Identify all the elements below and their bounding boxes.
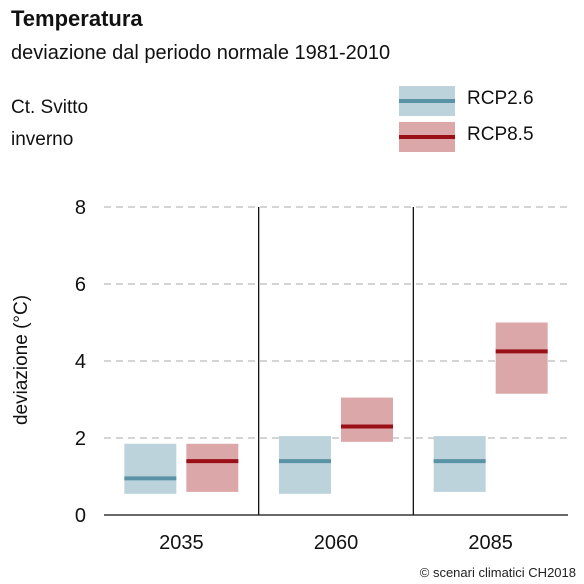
season-label: inverno: [11, 129, 74, 150]
y-tick-label: 0: [75, 505, 86, 527]
region-label: Ct. Svitto: [11, 97, 89, 118]
y-tick-label: 4: [75, 351, 86, 373]
range-box-rcp85-2085: [495, 322, 548, 394]
legend-swatch-rcp85: [399, 122, 455, 152]
credit-text: © scenari climatici CH2018: [419, 565, 576, 580]
x-tick-label: 2035: [159, 532, 204, 554]
location-info: Ct. Svitto inverno: [11, 92, 88, 156]
legend-swatch-rcp26: [399, 86, 455, 116]
y-tick-label: 6: [75, 274, 86, 296]
legend-label-rcp26: RCP2.6: [467, 88, 534, 109]
range-box-rcp26-2085: [433, 436, 486, 492]
x-tick-label: 2085: [468, 532, 513, 554]
y-tick-label: 2: [75, 428, 86, 450]
range-box-rcp85-2060: [341, 397, 393, 442]
legend-label-rcp85: RCP8.5: [467, 124, 534, 145]
x-tick-label: 2060: [314, 532, 359, 554]
range-box-rcp85-2035: [186, 443, 239, 492]
y-tick-label: 8: [75, 197, 86, 219]
chart-subtitle: deviazione dal periodo normale 1981-2010: [11, 42, 391, 64]
range-box-rcp26-2060: [279, 436, 331, 494]
chart-title: Temperatura: [11, 6, 143, 31]
range-box-rcp26-2035: [124, 443, 177, 494]
